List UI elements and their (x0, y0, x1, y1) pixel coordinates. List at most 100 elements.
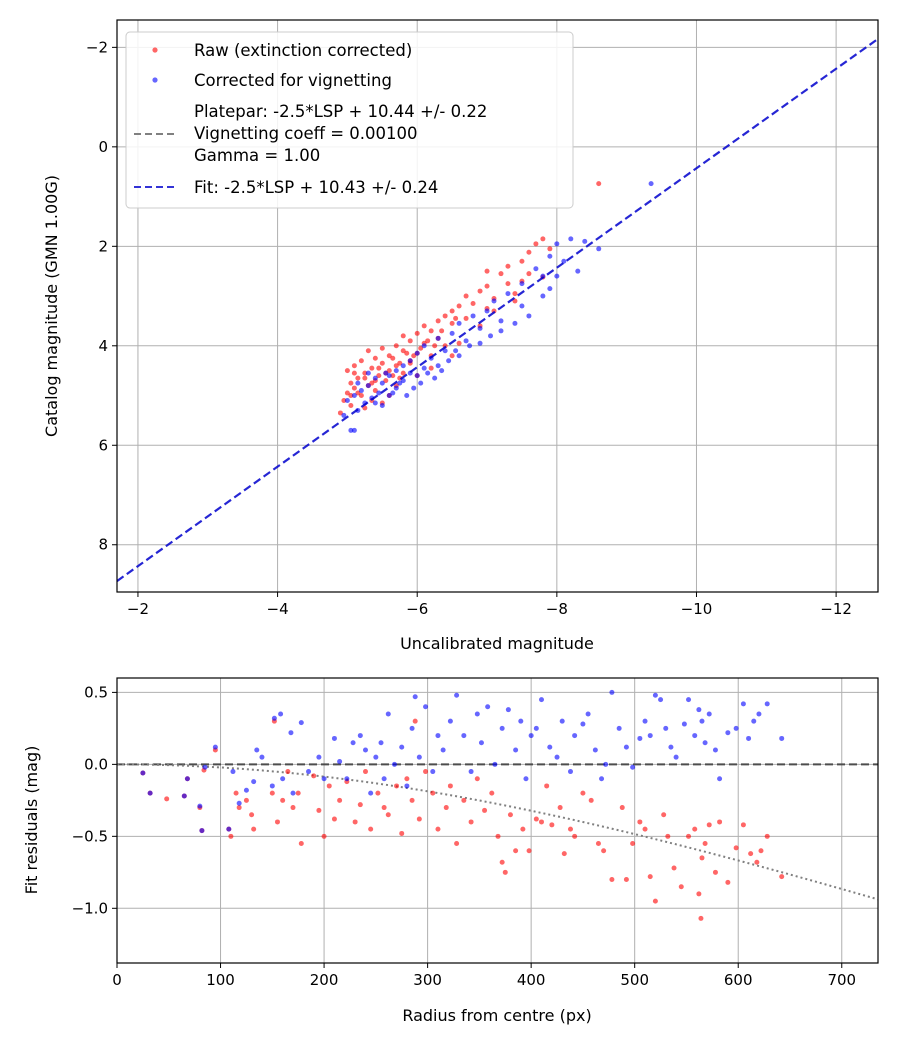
bottom-point-raw (243, 797, 249, 803)
bottom-point-corrected (658, 697, 664, 703)
top-point-corrected (547, 286, 553, 292)
top-point-corrected (463, 338, 469, 344)
bottom-point-raw (623, 877, 629, 883)
top-point-raw (456, 340, 462, 346)
bottom-point-raw (539, 819, 544, 825)
top-point-corrected (648, 181, 654, 187)
bottom-point-corrected (435, 733, 441, 739)
top-point-raw (355, 375, 361, 381)
bottom-y-tick-label: 0.0 (84, 755, 108, 773)
top-point-corrected (383, 370, 389, 376)
bottom-point-corrected (280, 776, 286, 782)
top-point-corrected (421, 343, 427, 349)
bottom-point-raw (549, 822, 555, 828)
top-point-raw (376, 373, 382, 379)
bottom-point-corrected (140, 770, 146, 776)
bottom-point-corrected (202, 764, 208, 770)
top-point-raw (463, 315, 469, 321)
top-point-corrected (505, 291, 511, 297)
bottom-point-corrected (259, 754, 265, 760)
top-point-corrected (435, 335, 441, 341)
top-x-tick-label: −2 (127, 600, 149, 618)
top-point-raw (463, 293, 469, 299)
bottom-x-axis-label: Radius from centre (px) (402, 1006, 591, 1025)
top-point-raw (344, 390, 350, 396)
top-point-raw (421, 323, 427, 329)
bottom-point-corrected (423, 704, 429, 710)
top-point-raw (400, 348, 406, 354)
top-point-corrected (498, 318, 504, 324)
bottom-point-corrected (673, 754, 679, 760)
bottom-point-raw (764, 833, 770, 839)
bottom-point-raw (642, 826, 648, 832)
top-point-raw (386, 353, 392, 359)
bottom-point-corrected (181, 793, 187, 799)
top-point-raw (358, 358, 364, 364)
bottom-point-corrected (652, 692, 658, 698)
bottom-point-raw (326, 783, 332, 789)
bottom-point-corrected (623, 744, 629, 750)
bottom-point-raw (561, 851, 567, 857)
bottom-point-corrected (226, 826, 232, 832)
top-point-corrected (568, 236, 574, 242)
bottom-point-corrected (337, 758, 343, 764)
bottom-point-raw (495, 833, 501, 839)
top-point-corrected (432, 375, 438, 381)
bottom-point-corrected (779, 735, 785, 741)
top-x-tick-label: −8 (546, 600, 568, 618)
top-point-raw (505, 263, 511, 269)
bottom-point-raw (468, 819, 474, 825)
top-point-corrected (404, 393, 410, 399)
bottom-point-corrected (381, 776, 387, 782)
top-point-raw (414, 330, 420, 336)
bottom-point-raw (513, 848, 519, 854)
top-point-corrected (498, 328, 504, 334)
bottom-reference-lines (117, 763, 878, 901)
top-point-raw (519, 258, 525, 264)
bottom-point-corrected (251, 779, 257, 785)
top-point-corrected (393, 368, 399, 374)
bottom-point-raw (572, 833, 578, 839)
top-point-corrected (540, 293, 546, 299)
bottom-point-corrected (712, 747, 718, 753)
top-point-corrected (365, 383, 371, 389)
bottom-point-raw (443, 805, 449, 811)
bottom-point-corrected (404, 783, 410, 789)
bottom-point-corrected (461, 733, 467, 739)
bottom-point-corrected (306, 769, 312, 775)
bottom-point-corrected (492, 761, 498, 767)
top-point-raw (362, 375, 368, 381)
bottom-point-raw (249, 812, 255, 818)
bottom-point-raw (447, 783, 453, 789)
top-point-raw (390, 373, 396, 379)
top-point-corrected (449, 330, 455, 336)
top-point-corrected (348, 427, 354, 433)
bottom-point-corrected (699, 718, 705, 724)
top-point-corrected (512, 320, 518, 326)
bottom-point-raw (699, 855, 705, 861)
top-point-raw (432, 343, 438, 349)
bottom-point-raw (236, 805, 242, 811)
bottom-point-raw (609, 877, 615, 883)
bottom-point-raw (352, 819, 358, 825)
bottom-vignetting-curve (117, 763, 878, 901)
bottom-point-raw (362, 769, 368, 775)
top-point-corrected (453, 348, 459, 354)
bottom-point-raw (647, 874, 653, 880)
top-point-raw (484, 268, 490, 274)
top-ticks: −2 −4 −6 −8 −10 −12 −2 0 2 4 6 8 (86, 38, 852, 618)
top-points (337, 181, 654, 433)
top-y-tick-label: 4 (98, 337, 108, 355)
top-point-raw (358, 393, 364, 399)
bottom-point-raw (251, 826, 257, 832)
top-point-raw (386, 368, 392, 374)
top-y-tick-label: 6 (98, 436, 108, 454)
legend-marker-corrected (152, 77, 158, 83)
bottom-point-corrected (567, 769, 573, 775)
top-point-corrected (470, 313, 476, 319)
bottom-point-corrected (269, 783, 275, 789)
bottom-point-corrected (212, 744, 218, 750)
bottom-point-raw (779, 874, 785, 880)
top-point-raw (425, 338, 431, 344)
bottom-point-raw (404, 776, 410, 782)
